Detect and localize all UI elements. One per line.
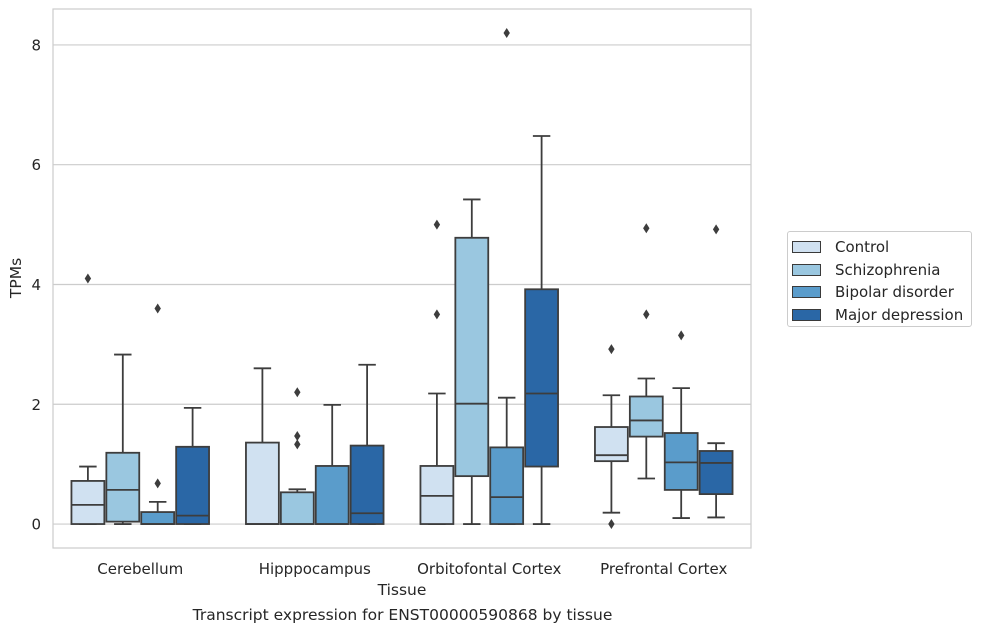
legend-swatch	[792, 263, 821, 276]
box-bipolar-disorder	[663, 330, 699, 519]
x-tick-label: Hipppocampus	[259, 560, 371, 578]
legend-item: Control	[788, 236, 971, 259]
box-bipolar-disorder	[140, 303, 176, 525]
box-iqr	[454, 236, 490, 478]
outlier-point	[608, 519, 615, 530]
box-bipolar-disorder	[489, 27, 525, 525]
legend-item: Schizophrenia	[788, 259, 971, 282]
box-control	[70, 273, 106, 525]
y-tick-label: 2	[31, 396, 41, 414]
box-iqr	[698, 450, 734, 496]
y-tick-label: 6	[31, 156, 41, 174]
legend-swatch	[792, 308, 821, 321]
outlier-point	[643, 309, 650, 320]
legend-label: Schizophrenia	[835, 260, 941, 279]
outlier-point	[643, 223, 650, 234]
y-tick-labels: 0 2 4 6 8	[31, 36, 41, 533]
legend-label: Control	[835, 238, 890, 257]
outlier-point	[433, 309, 441, 320]
outlier-point	[712, 224, 720, 235]
box-iqr	[314, 465, 350, 525]
box-iqr	[140, 511, 176, 525]
x-tick-label: Orbitofontal Cortex	[417, 560, 561, 578]
box-schizophrenia	[628, 223, 664, 480]
outlier-point	[294, 439, 301, 450]
chart-legend: Control Schizophrenia Bipolar disorder Majo…	[787, 231, 972, 327]
y-tick-label: 8	[31, 36, 41, 54]
legend-swatch	[792, 241, 821, 254]
outlier-point	[154, 303, 161, 314]
figure-caption: Transcript expression for ENST0000059086…	[192, 606, 613, 624]
box-iqr	[105, 451, 141, 523]
outlier-point	[433, 219, 441, 230]
box-iqr	[70, 480, 106, 525]
box-major-depression	[698, 224, 734, 519]
outlier-point	[294, 387, 301, 398]
outlier-point	[294, 431, 301, 442]
x-tick-label: Cerebellum	[97, 560, 183, 578]
box-bipolar-disorder	[314, 403, 350, 525]
x-tick-labels: Cerebellum Hipppocampus Orbitofontal Corte…	[97, 560, 727, 578]
box-control	[594, 344, 629, 530]
box-control	[419, 219, 455, 525]
legend-swatch	[792, 286, 821, 299]
box-major-depression	[175, 406, 210, 525]
legend-item: Major depression	[788, 304, 971, 327]
legend-label: Major depression	[835, 305, 964, 324]
x-tick-label: Prefrontal Cortex	[600, 560, 727, 578]
box-control	[245, 367, 280, 525]
box-iqr	[349, 444, 385, 525]
outlier-point	[154, 478, 161, 489]
box-iqr	[489, 446, 525, 525]
box-iqr	[279, 491, 315, 525]
box-schizophrenia	[105, 353, 141, 525]
y-tick-label: 0	[31, 516, 41, 534]
box-plot-series	[70, 27, 734, 530]
outlier-point	[84, 273, 92, 284]
y-axis-label: TPMs	[7, 258, 25, 299]
plot-frame	[52, 8, 752, 549]
outlier-point	[503, 27, 510, 38]
box-iqr	[245, 441, 280, 525]
box-iqr	[628, 395, 664, 438]
box-major-depression	[349, 363, 385, 525]
y-tick-label: 4	[31, 276, 41, 294]
legend-item: Bipolar disorder	[788, 281, 971, 304]
legend-label: Bipolar disorder	[835, 283, 954, 302]
outlier-point	[678, 330, 685, 341]
box-iqr	[175, 445, 210, 525]
outlier-point	[608, 344, 615, 355]
x-axis-label: Tissue	[377, 581, 427, 599]
box-schizophrenia	[454, 198, 490, 525]
box-iqr	[524, 288, 559, 468]
box-schizophrenia	[279, 387, 315, 525]
box-major-depression	[524, 135, 559, 525]
